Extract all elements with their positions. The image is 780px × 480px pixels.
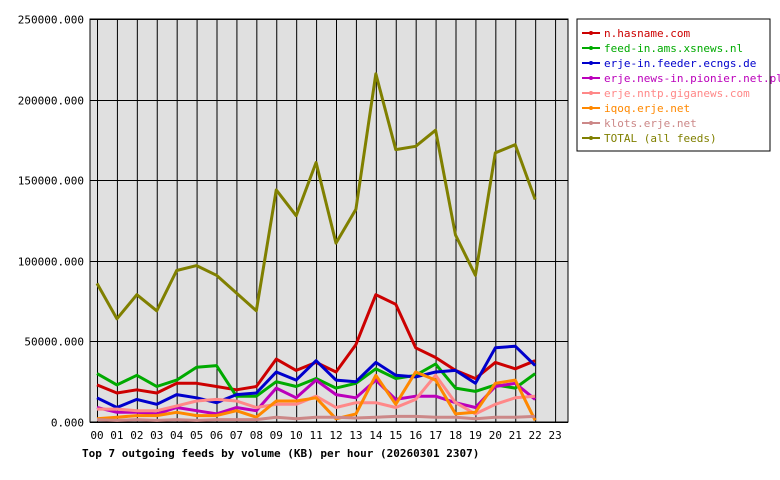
legend-label: iqoq.erje.net xyxy=(604,102,690,115)
x-tick-label: 10 xyxy=(290,429,303,442)
y-tick-label: 200000.000 xyxy=(18,95,84,108)
x-tick-label: 16 xyxy=(409,429,422,442)
x-tick-label: 23 xyxy=(548,429,561,442)
x-tick-label: 03 xyxy=(150,429,163,442)
x-tick-label: 09 xyxy=(270,429,283,442)
legend-marker xyxy=(589,46,593,50)
x-tick-label: 22 xyxy=(529,429,542,442)
x-tick-label: 02 xyxy=(130,429,143,442)
series-line xyxy=(96,344,537,409)
legend-label: erje.news-in.pionier.net.pl xyxy=(604,72,780,85)
y-tick-label: 250000.000 xyxy=(18,14,84,27)
legend-label: klots.erje.net xyxy=(604,117,697,130)
legend-label: n.hasname.com xyxy=(604,27,690,40)
y-tick-label: 150000.000 xyxy=(18,175,84,188)
series-line xyxy=(96,414,536,422)
legend-marker xyxy=(589,61,593,65)
y-axis-ticks: 0.000 50000.000 100000.000 150000.000 200000… xyxy=(18,14,84,430)
legend-marker xyxy=(589,76,593,80)
legend-label: feed-in.ams.xsnews.nl xyxy=(604,42,743,55)
x-tick-label: 05 xyxy=(190,429,203,442)
x-tick-label: 04 xyxy=(170,429,184,442)
x-tick-label: 00 xyxy=(90,429,103,442)
x-axis-ticks: 00 01 02 03 04 05 06 07 08 09 10 11 12 13 14 15 16 17 18 19… xyxy=(90,429,561,442)
legend-marker xyxy=(589,106,593,110)
x-tick-label: 08 xyxy=(250,429,263,442)
x-tick-label: 07 xyxy=(230,429,243,442)
legend-label: TOTAL (all feeds) xyxy=(604,132,717,145)
series-line xyxy=(96,362,537,398)
x-axis-label: Top 7 outgoing feeds by volume (KB) per … xyxy=(82,447,479,460)
x-tick-label: 13 xyxy=(349,429,362,442)
legend-marker xyxy=(589,91,593,95)
x-tick-label: 17 xyxy=(429,429,442,442)
x-tick-label: 15 xyxy=(389,429,402,442)
y-tick-label: 100000.000 xyxy=(18,256,84,269)
legend-label: erje-in.feeder.ecngs.de xyxy=(604,57,756,70)
y-tick-label: 0.000 xyxy=(51,417,84,430)
series-line xyxy=(96,370,537,422)
x-tick-label: 01 xyxy=(110,429,123,442)
x-tick-label: 20 xyxy=(489,429,502,442)
legend-label: erje.nntp.giganews.com xyxy=(604,87,750,100)
series-line xyxy=(96,378,537,416)
series-lines xyxy=(95,72,537,422)
x-tick-label: 14 xyxy=(369,429,383,442)
x-tick-label: 18 xyxy=(449,429,462,442)
x-tick-label: 12 xyxy=(329,429,342,442)
x-tick-label: 06 xyxy=(210,429,223,442)
series-line xyxy=(97,373,536,416)
x-tick-label: 19 xyxy=(469,429,482,442)
y-tick-label: 50000.000 xyxy=(24,336,84,349)
legend-marker xyxy=(589,121,593,125)
x-tick-label: 21 xyxy=(509,429,522,442)
grid-lines xyxy=(90,19,568,423)
legend-marker xyxy=(589,136,593,140)
x-tick-label: 11 xyxy=(309,429,322,442)
legend-box xyxy=(576,18,771,152)
series-line xyxy=(95,72,537,321)
legend-marker xyxy=(589,31,593,35)
legend: n.hasname.com feed-in.ams.xsnews.nl erje-i… xyxy=(576,18,780,152)
